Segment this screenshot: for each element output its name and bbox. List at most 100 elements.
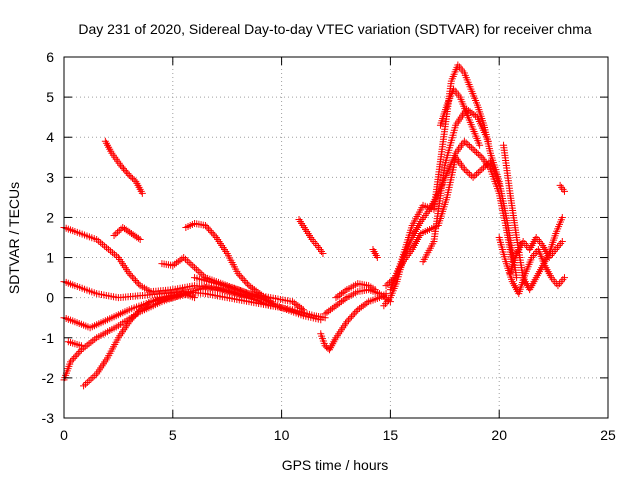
data-point-trail: [149, 294, 164, 305]
data-point-trail: [116, 256, 132, 276]
data-point-trail: [316, 246, 325, 256]
data-point-trail: [430, 128, 448, 211]
data-point-trail: [105, 336, 121, 360]
data-series-t7: [101, 137, 146, 197]
x-axis-label: GPS time / hours: [282, 457, 389, 473]
data-point-trail: [334, 295, 349, 308]
x-tick-label: 0: [60, 427, 68, 443]
data-point-trail: [323, 303, 338, 316]
data-point-trail: [118, 163, 132, 178]
data-point-trail: [102, 139, 115, 155]
data-point-trail: [421, 202, 436, 213]
data-point: [77, 342, 85, 350]
data-point-trail: [303, 227, 315, 241]
data-point: [234, 270, 242, 278]
data-point-trail: [444, 156, 459, 199]
data-point-trail: [474, 103, 487, 127]
data-point: [484, 137, 492, 145]
data-point: [321, 310, 329, 318]
data-point-trail: [215, 284, 240, 297]
data-points: [60, 61, 568, 390]
data-series-t23: [495, 234, 568, 298]
data-point: [460, 165, 468, 173]
data-point: [343, 318, 351, 326]
data-point: [80, 382, 88, 390]
data-point-trail: [542, 264, 554, 280]
data-point-trail: [95, 290, 120, 301]
data-series-t17: [380, 137, 516, 310]
data-point-trail: [533, 264, 546, 280]
data-point-trail: [453, 155, 467, 171]
y-tick-label: 3: [46, 169, 54, 185]
data-point-trail: [521, 240, 532, 252]
data-point-trail: [487, 160, 502, 187]
data-point-trail: [367, 294, 381, 305]
data-series-t25: [556, 181, 568, 195]
data-point-trail: [127, 271, 143, 288]
data-point-trail: [461, 71, 474, 91]
data-point-trail: [236, 287, 261, 301]
data-point-trail: [546, 232, 559, 255]
data-point-trail: [127, 307, 143, 324]
data-point-trail: [62, 224, 77, 235]
data-point: [469, 173, 477, 181]
data-point-trail: [553, 216, 565, 235]
data-point-trail: [88, 317, 109, 331]
data-point-trail: [333, 320, 350, 340]
data-point-trail: [73, 340, 83, 349]
data-point: [125, 171, 133, 179]
data-point: [110, 231, 118, 239]
data-point: [332, 294, 340, 302]
y-tick-label: 2: [46, 209, 54, 225]
data-point-trail: [487, 152, 502, 183]
x-tick-label: 25: [600, 427, 616, 443]
data-point: [476, 141, 484, 149]
data-point: [136, 236, 144, 244]
data-point: [191, 294, 199, 302]
data-point-trail: [409, 231, 424, 252]
data-point: [373, 254, 381, 262]
data-point: [460, 137, 468, 145]
x-tick-label: 20: [491, 427, 507, 443]
data-point-trail: [356, 299, 371, 312]
data-point-trail: [457, 95, 470, 115]
data-point: [371, 286, 379, 294]
data-point-trail: [516, 272, 529, 295]
data-point-trail: [507, 252, 520, 275]
data-point-trail: [420, 240, 437, 263]
y-tick-label: 0: [46, 290, 54, 306]
data-point-trail: [409, 204, 426, 227]
y-axis-label: SDTVAR / TECUs: [6, 182, 22, 294]
data-point: [125, 318, 133, 326]
data-point-trail: [529, 248, 541, 260]
data-point: [125, 270, 133, 278]
data-point-trail: [133, 179, 145, 195]
data-point-trail: [430, 164, 448, 243]
data-point-trail: [558, 183, 567, 193]
y-tick-label: 6: [46, 49, 54, 65]
data-point-trail: [334, 287, 349, 300]
data-point: [558, 213, 566, 221]
data-point: [319, 250, 327, 258]
data-point-trail: [463, 111, 476, 131]
data-point-trail: [398, 224, 415, 263]
data-point-trail: [117, 292, 142, 301]
data-point-trail: [428, 222, 440, 232]
data-series-t15: [332, 280, 379, 302]
data-point-trail: [418, 207, 432, 223]
data-point: [169, 262, 177, 270]
x-tick-label: 15: [383, 427, 399, 443]
data-point: [560, 274, 568, 282]
data-point-trail: [419, 226, 431, 236]
data-point: [317, 316, 325, 324]
data-point-trail: [280, 305, 305, 319]
data-point-trail: [182, 290, 196, 301]
chart-title: Day 231 of 2020, Sidereal Day-to-day VTE…: [78, 21, 591, 37]
y-tick-label: -1: [42, 330, 55, 346]
data-point: [558, 238, 566, 246]
data-point-trail: [120, 225, 134, 236]
data-point-trail: [95, 323, 120, 341]
data-series-t6: [64, 338, 85, 350]
data-series-t12: [295, 215, 327, 258]
data-point-trail: [184, 220, 196, 230]
